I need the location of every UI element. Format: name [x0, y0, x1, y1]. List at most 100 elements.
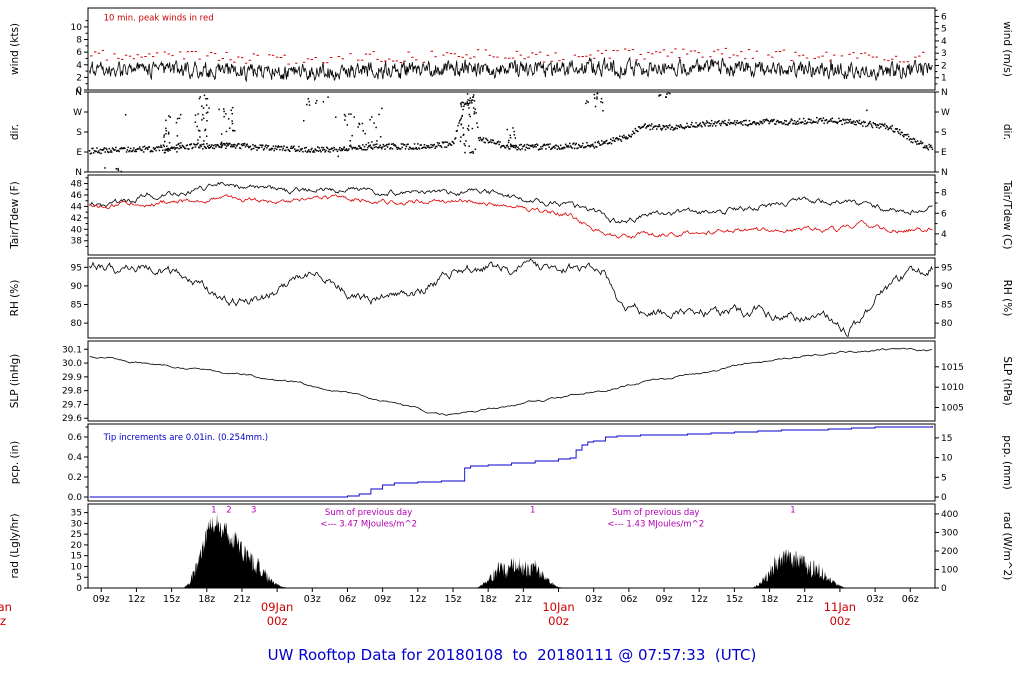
svg-text:S: S	[76, 128, 82, 138]
svg-text:N: N	[941, 88, 948, 98]
svg-text:5: 5	[941, 473, 947, 483]
hour-tick-label: 15z	[163, 594, 180, 605]
tdew-line	[89, 194, 933, 239]
svg-text:90: 90	[941, 282, 953, 292]
annotation: 1	[790, 505, 795, 515]
wind-dir-scatter	[88, 92, 934, 173]
svg-text:95: 95	[941, 263, 952, 273]
annotation: Sum of previous day	[325, 508, 412, 518]
svg-text:15: 15	[941, 434, 952, 444]
svg-text:10: 10	[71, 562, 83, 572]
axis-label-right: SLP (hPa)	[1001, 356, 1013, 405]
svg-text:N: N	[75, 168, 82, 178]
svg-text:85: 85	[71, 301, 82, 311]
annotation: 3	[251, 505, 256, 515]
svg-text:4: 4	[76, 61, 82, 71]
panel-rh: 80 85 90 95 80 85 90 95 RH (%) RH (%)	[9, 257, 1013, 339]
hour-tick-label: 18z	[480, 594, 497, 605]
svg-text:5: 5	[941, 25, 947, 35]
svg-text:6: 6	[941, 12, 947, 22]
x-axis: 09z 12z 15z 18z 21z 03z 06z 09z 12z 15z 18z 21z 03z 0…	[0, 588, 919, 628]
svg-text:10: 10	[71, 23, 83, 33]
panel-border	[87, 257, 936, 339]
wind-peaks	[90, 47, 925, 65]
panel-border	[87, 91, 936, 173]
axis-label-left: dir.	[9, 124, 21, 140]
svg-text:8: 8	[941, 189, 947, 199]
svg-text:2: 2	[76, 73, 82, 83]
svg-text:4: 4	[941, 37, 947, 47]
svg-text:90: 90	[71, 282, 83, 292]
date-label-z: 00z	[548, 614, 569, 628]
svg-text:0.0: 0.0	[68, 493, 83, 503]
annotation: 1	[530, 505, 535, 515]
hour-tick-label: 15z	[726, 594, 743, 605]
svg-text:5: 5	[76, 573, 82, 583]
date-label-z: 00z	[267, 614, 288, 628]
svg-text:8: 8	[76, 36, 82, 46]
axis-label-left: RH (%)	[9, 280, 21, 317]
date-label: 11Jan	[824, 600, 856, 614]
svg-text:200: 200	[941, 547, 958, 557]
axis-label-left: pcp. (in)	[9, 441, 21, 485]
hour-tick-label: 15z	[444, 594, 461, 605]
panel-pcp: 0.0 0.2 0.4 0.6 0 5 10 15 pcp. (in) pcp. (mm) Tip …	[9, 423, 1013, 503]
svg-text:20: 20	[71, 541, 83, 551]
annotation: <--- 3.47 MJoules/m^2	[320, 520, 417, 530]
hour-tick-label: 12z	[691, 594, 708, 605]
svg-text:38: 38	[71, 237, 83, 247]
svg-text:S: S	[941, 128, 947, 138]
svg-text:1: 1	[941, 74, 947, 84]
svg-text:0.4: 0.4	[68, 453, 83, 463]
svg-text:E: E	[76, 148, 82, 158]
svg-text:W: W	[73, 108, 82, 118]
date-label-z: 00z	[0, 614, 6, 628]
svg-text:25: 25	[71, 530, 82, 540]
svg-text:29.7: 29.7	[62, 400, 82, 410]
svg-text:100: 100	[941, 565, 958, 575]
svg-text:15: 15	[71, 552, 82, 562]
svg-text:0.2: 0.2	[68, 473, 82, 483]
svg-text:2: 2	[941, 61, 947, 71]
annotation: 2	[226, 505, 231, 515]
hour-tick-label: 09z	[656, 594, 673, 605]
annotation: Sum of previous day	[612, 508, 699, 518]
axis-label-right: RH (%)	[1001, 280, 1013, 317]
wind-avg-line	[89, 56, 933, 83]
svg-text:30.1: 30.1	[62, 345, 82, 355]
hour-tick-label: 21z	[515, 594, 532, 605]
axis-label-right: dir.	[1001, 124, 1013, 140]
svg-text:N: N	[75, 88, 82, 98]
svg-text:E: E	[941, 148, 947, 158]
y-ticks: 80 85 90 95 80 85 90 95	[71, 263, 953, 329]
hour-tick-label: 09z	[374, 594, 391, 605]
hour-tick-label: 06z	[620, 594, 637, 605]
svg-text:44: 44	[71, 202, 83, 212]
svg-text:0: 0	[941, 584, 947, 594]
slp-line	[89, 347, 933, 416]
svg-text:80: 80	[71, 319, 83, 329]
axis-label-right: wind (m/s)	[1001, 21, 1013, 77]
hour-tick-label: 09z	[93, 594, 110, 605]
date-label-z: 00z	[830, 614, 851, 628]
svg-text:3: 3	[941, 49, 947, 59]
panel-border	[87, 423, 936, 502]
svg-text:30: 30	[71, 519, 83, 529]
hour-tick-label: 06z	[339, 594, 356, 605]
tair-line	[89, 181, 933, 224]
hour-tick-label: 21z	[233, 594, 250, 605]
axis-label-left: Tair/Tdew (F)	[9, 181, 21, 250]
hour-tick-label: 12z	[409, 594, 426, 605]
y-ticks: 0.0 0.2 0.4 0.6 0 5 10 15	[68, 426, 953, 503]
solar-rad-area	[89, 513, 933, 588]
hour-tick-label: 18z	[198, 594, 215, 605]
svg-text:46: 46	[71, 191, 83, 201]
panel-border	[87, 7, 936, 91]
svg-text:29.9: 29.9	[62, 373, 82, 383]
chart-title: UW Rooftop Data for 20180108 to 20180111…	[267, 646, 757, 664]
svg-text:6: 6	[76, 48, 82, 58]
